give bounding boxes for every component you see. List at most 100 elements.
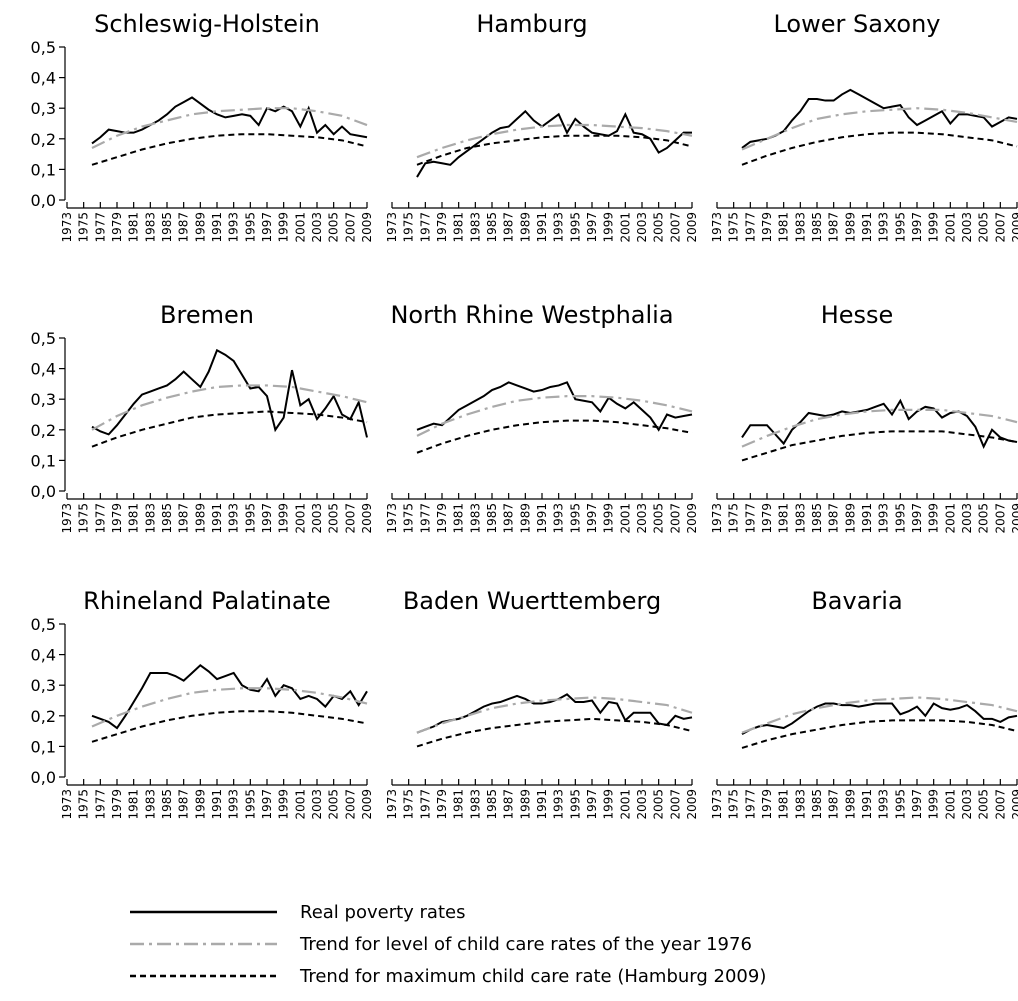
x-tick-label: 2009 xyxy=(360,212,374,243)
x-tick-label: 1975 xyxy=(402,503,416,534)
x-tick-label: 1989 xyxy=(193,503,207,534)
x-tick-label: 2007 xyxy=(993,503,1007,534)
y-tick-label: 0,4 xyxy=(31,360,56,379)
x-tick-label: 1973 xyxy=(60,789,74,820)
x-tick-label: 1977 xyxy=(743,503,757,534)
x-tick-label: 1979 xyxy=(110,212,124,243)
legend-label: Trend for maximum child care rate (Hambu… xyxy=(299,966,766,987)
series-line xyxy=(741,702,1018,736)
x-tick-label: 2009 xyxy=(1010,789,1018,820)
x-tick-label: 1997 xyxy=(585,789,599,820)
x-tick-label: 1975 xyxy=(77,789,91,820)
y-tick-label: 0,5 xyxy=(31,615,56,634)
series-line xyxy=(91,687,368,728)
x-tick-label: 1987 xyxy=(827,789,841,820)
x-tick-label: 2005 xyxy=(327,212,341,243)
x-tick-label: 1975 xyxy=(727,212,741,243)
x-tick-label: 1979 xyxy=(760,503,774,534)
x-tick-label: 2005 xyxy=(977,503,991,534)
x-tick-label: 1983 xyxy=(468,503,482,534)
x-tick-label: 1985 xyxy=(160,789,174,820)
x-tick-label: 1973 xyxy=(385,212,399,243)
x-tick-label: 1991 xyxy=(860,212,874,243)
x-tick-label: 2001 xyxy=(293,212,307,243)
x-tick-label: 1981 xyxy=(452,212,466,243)
series-line xyxy=(741,696,1018,734)
x-tick-label: 1999 xyxy=(602,503,616,534)
series-line xyxy=(91,384,368,431)
x-tick-label: 2001 xyxy=(618,503,632,534)
y-tick-label: 0,2 xyxy=(31,130,56,149)
x-tick-label: 1991 xyxy=(535,503,549,534)
series-line xyxy=(416,419,693,454)
x-tick-label: 1993 xyxy=(552,212,566,243)
panel-title: Rhineland Palatinate xyxy=(83,587,331,615)
x-tick-label: 1983 xyxy=(143,503,157,534)
legend-label: Trend for level of child care rates of t… xyxy=(299,934,752,955)
series-line xyxy=(416,717,693,748)
x-tick-label: 1989 xyxy=(843,212,857,243)
y-tick-label: 0,1 xyxy=(31,451,56,470)
x-tick-label: 1997 xyxy=(585,503,599,534)
y-tick-label: 0,5 xyxy=(31,329,56,348)
x-tick-label: 1973 xyxy=(710,789,724,820)
x-tick-label: 1999 xyxy=(927,503,941,534)
x-tick-label: 2005 xyxy=(327,789,341,820)
x-tick-label: 1977 xyxy=(93,503,107,534)
x-tick-label: 1991 xyxy=(210,789,224,820)
panel-title: Schleswig-Holstein xyxy=(94,10,320,38)
x-tick-label: 1981 xyxy=(777,503,791,534)
x-tick-label: 1979 xyxy=(760,789,774,820)
series-line xyxy=(91,710,368,743)
x-tick-label: 2005 xyxy=(652,212,666,243)
panel-title: Hesse xyxy=(821,301,894,329)
x-tick-label: 1987 xyxy=(177,789,191,820)
x-tick-label: 1983 xyxy=(468,789,482,820)
x-tick-label: 1989 xyxy=(518,212,532,243)
x-tick-label: 2007 xyxy=(343,789,357,820)
x-tick-label: 1983 xyxy=(468,212,482,243)
panel-title: Bremen xyxy=(160,301,254,329)
x-tick-label: 1977 xyxy=(418,503,432,534)
x-tick-label: 1977 xyxy=(93,212,107,243)
x-tick-label: 1981 xyxy=(777,789,791,820)
x-tick-label: 1975 xyxy=(77,212,91,243)
x-tick-label: 2007 xyxy=(668,212,682,243)
x-tick-label: 1991 xyxy=(860,503,874,534)
x-tick-label: 2005 xyxy=(327,503,341,534)
series-line xyxy=(416,381,693,432)
y-tick-label: 0,3 xyxy=(31,390,56,409)
series-line xyxy=(91,107,368,149)
x-tick-label: 1989 xyxy=(193,789,207,820)
x-tick-label: 1989 xyxy=(518,503,532,534)
x-tick-label: 1981 xyxy=(777,212,791,243)
series-line xyxy=(416,134,693,166)
x-tick-label: 1979 xyxy=(435,503,449,534)
x-tick-label: 1987 xyxy=(502,212,516,243)
x-tick-label: 1991 xyxy=(535,212,549,243)
x-tick-label: 2005 xyxy=(977,789,991,820)
series-line xyxy=(91,348,368,438)
x-tick-label: 1993 xyxy=(227,789,241,820)
series-line xyxy=(741,88,1018,149)
x-tick-label: 1985 xyxy=(160,503,174,534)
x-tick-label: 1987 xyxy=(827,503,841,534)
x-tick-label: 1999 xyxy=(602,789,616,820)
x-tick-label: 1983 xyxy=(793,789,807,820)
x-tick-label: 1989 xyxy=(193,212,207,243)
x-tick-label: 1973 xyxy=(710,212,724,243)
x-tick-label: 1983 xyxy=(143,212,157,243)
x-tick-label: 2009 xyxy=(1010,212,1018,243)
x-tick-label: 1993 xyxy=(227,212,241,243)
x-tick-label: 2003 xyxy=(310,789,324,820)
x-tick-label: 1997 xyxy=(910,503,924,534)
x-tick-label: 1997 xyxy=(260,212,274,243)
x-tick-label: 2005 xyxy=(652,503,666,534)
x-tick-label: 2009 xyxy=(685,212,699,243)
x-tick-label: 1987 xyxy=(502,503,516,534)
x-tick-label: 2001 xyxy=(293,789,307,820)
x-tick-label: 1997 xyxy=(910,212,924,243)
x-tick-label: 1981 xyxy=(127,212,141,243)
x-tick-label: 2001 xyxy=(293,503,307,534)
